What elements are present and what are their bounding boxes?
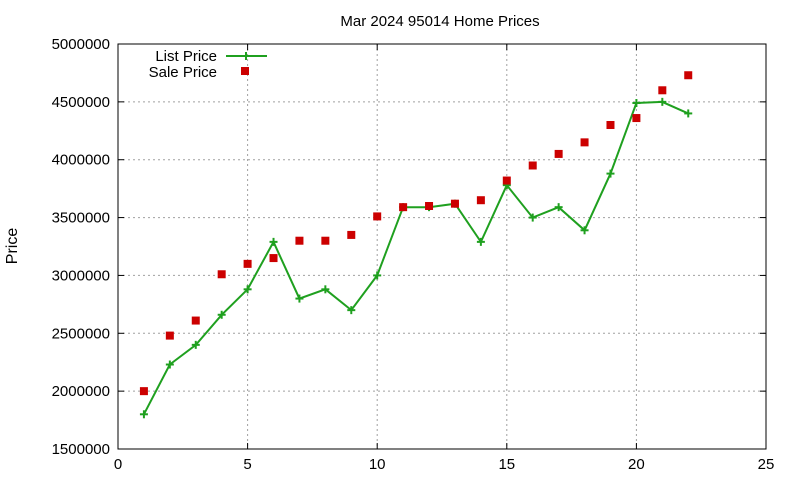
- axis-ticks: 0 5 10 15 20 25 1500000 2000000 2500000 3000000 35…: [52, 36, 775, 473]
- point-list-price: [217, 310, 226, 319]
- point-list-price: [658, 97, 667, 106]
- y-tick-label: 3000000: [52, 267, 110, 284]
- point-sale-price: [554, 149, 563, 158]
- legend-marker-sale-price: [241, 67, 249, 75]
- point-list-price: [632, 99, 641, 108]
- series-line-list-price: [143, 100, 689, 415]
- x-tick-label: 15: [498, 456, 515, 473]
- point-sale-price: [658, 86, 667, 95]
- point-sale-price: [632, 114, 641, 123]
- point-list-price: [373, 271, 382, 280]
- point-list-price: [269, 237, 278, 246]
- legend-sample-sale-price: [241, 67, 249, 75]
- point-sale-price: [684, 71, 693, 80]
- y-tick-label: 1500000: [52, 441, 110, 458]
- point-list-price: [528, 213, 537, 222]
- point-sale-price: [139, 387, 148, 396]
- point-list-price: [243, 285, 252, 294]
- y-tick-label: 2500000: [52, 325, 110, 342]
- y-tick-label: 2000000: [52, 383, 110, 400]
- point-list-price: [165, 360, 174, 369]
- legend-label-sale-price: Sale Price: [149, 64, 217, 81]
- point-list-price: [580, 226, 589, 235]
- point-list-price: [347, 306, 356, 315]
- point-list-price: [476, 237, 485, 246]
- point-sale-price: [580, 138, 589, 147]
- point-sale-price: [269, 254, 278, 263]
- point-sale-price: [347, 230, 356, 239]
- x-tick-label: 0: [114, 456, 122, 473]
- legend-sample-list-price: [226, 52, 267, 60]
- point-list-price: [139, 410, 148, 419]
- y-tick-label: 3500000: [52, 210, 110, 227]
- point-list-price: [684, 109, 693, 118]
- x-tick-label: 5: [243, 456, 251, 473]
- point-sale-price: [399, 203, 408, 212]
- y-tick-label: 4000000: [52, 152, 110, 169]
- point-sale-price: [528, 161, 537, 170]
- point-sale-price: [450, 199, 459, 208]
- y-axis-label: Price: [4, 228, 21, 265]
- x-tick-label: 10: [369, 456, 386, 473]
- point-sale-price: [373, 212, 382, 221]
- x-tick-label: 25: [758, 456, 775, 473]
- point-list-price: [321, 285, 330, 294]
- series: [139, 71, 693, 419]
- legend-label-list-price: List Price: [155, 48, 217, 65]
- plot-frame: [117, 43, 767, 450]
- y-tick-label: 5000000: [52, 36, 110, 53]
- y-tick-label: 4500000: [52, 94, 110, 111]
- legend: List Price Sale Price: [149, 48, 267, 81]
- point-list-price: [606, 169, 615, 178]
- point-sale-price: [425, 202, 434, 210]
- point-sale-price: [295, 236, 304, 245]
- point-sale-price: [502, 176, 511, 185]
- point-list-price: [295, 294, 304, 303]
- point-list-price: [554, 203, 563, 212]
- point-sale-price: [165, 331, 174, 340]
- point-list-price: [191, 340, 200, 349]
- point-sale-price: [321, 236, 330, 245]
- x-tick-label: 20: [628, 456, 645, 473]
- point-sale-price: [476, 196, 485, 205]
- legend-marker-list-price: [242, 52, 250, 60]
- chart-title: Mar 2024 95014 Home Prices: [340, 13, 539, 30]
- point-sale-price: [217, 270, 226, 279]
- point-sale-price: [606, 121, 615, 129]
- point-sale-price: [191, 316, 200, 325]
- point-sale-price: [243, 259, 252, 268]
